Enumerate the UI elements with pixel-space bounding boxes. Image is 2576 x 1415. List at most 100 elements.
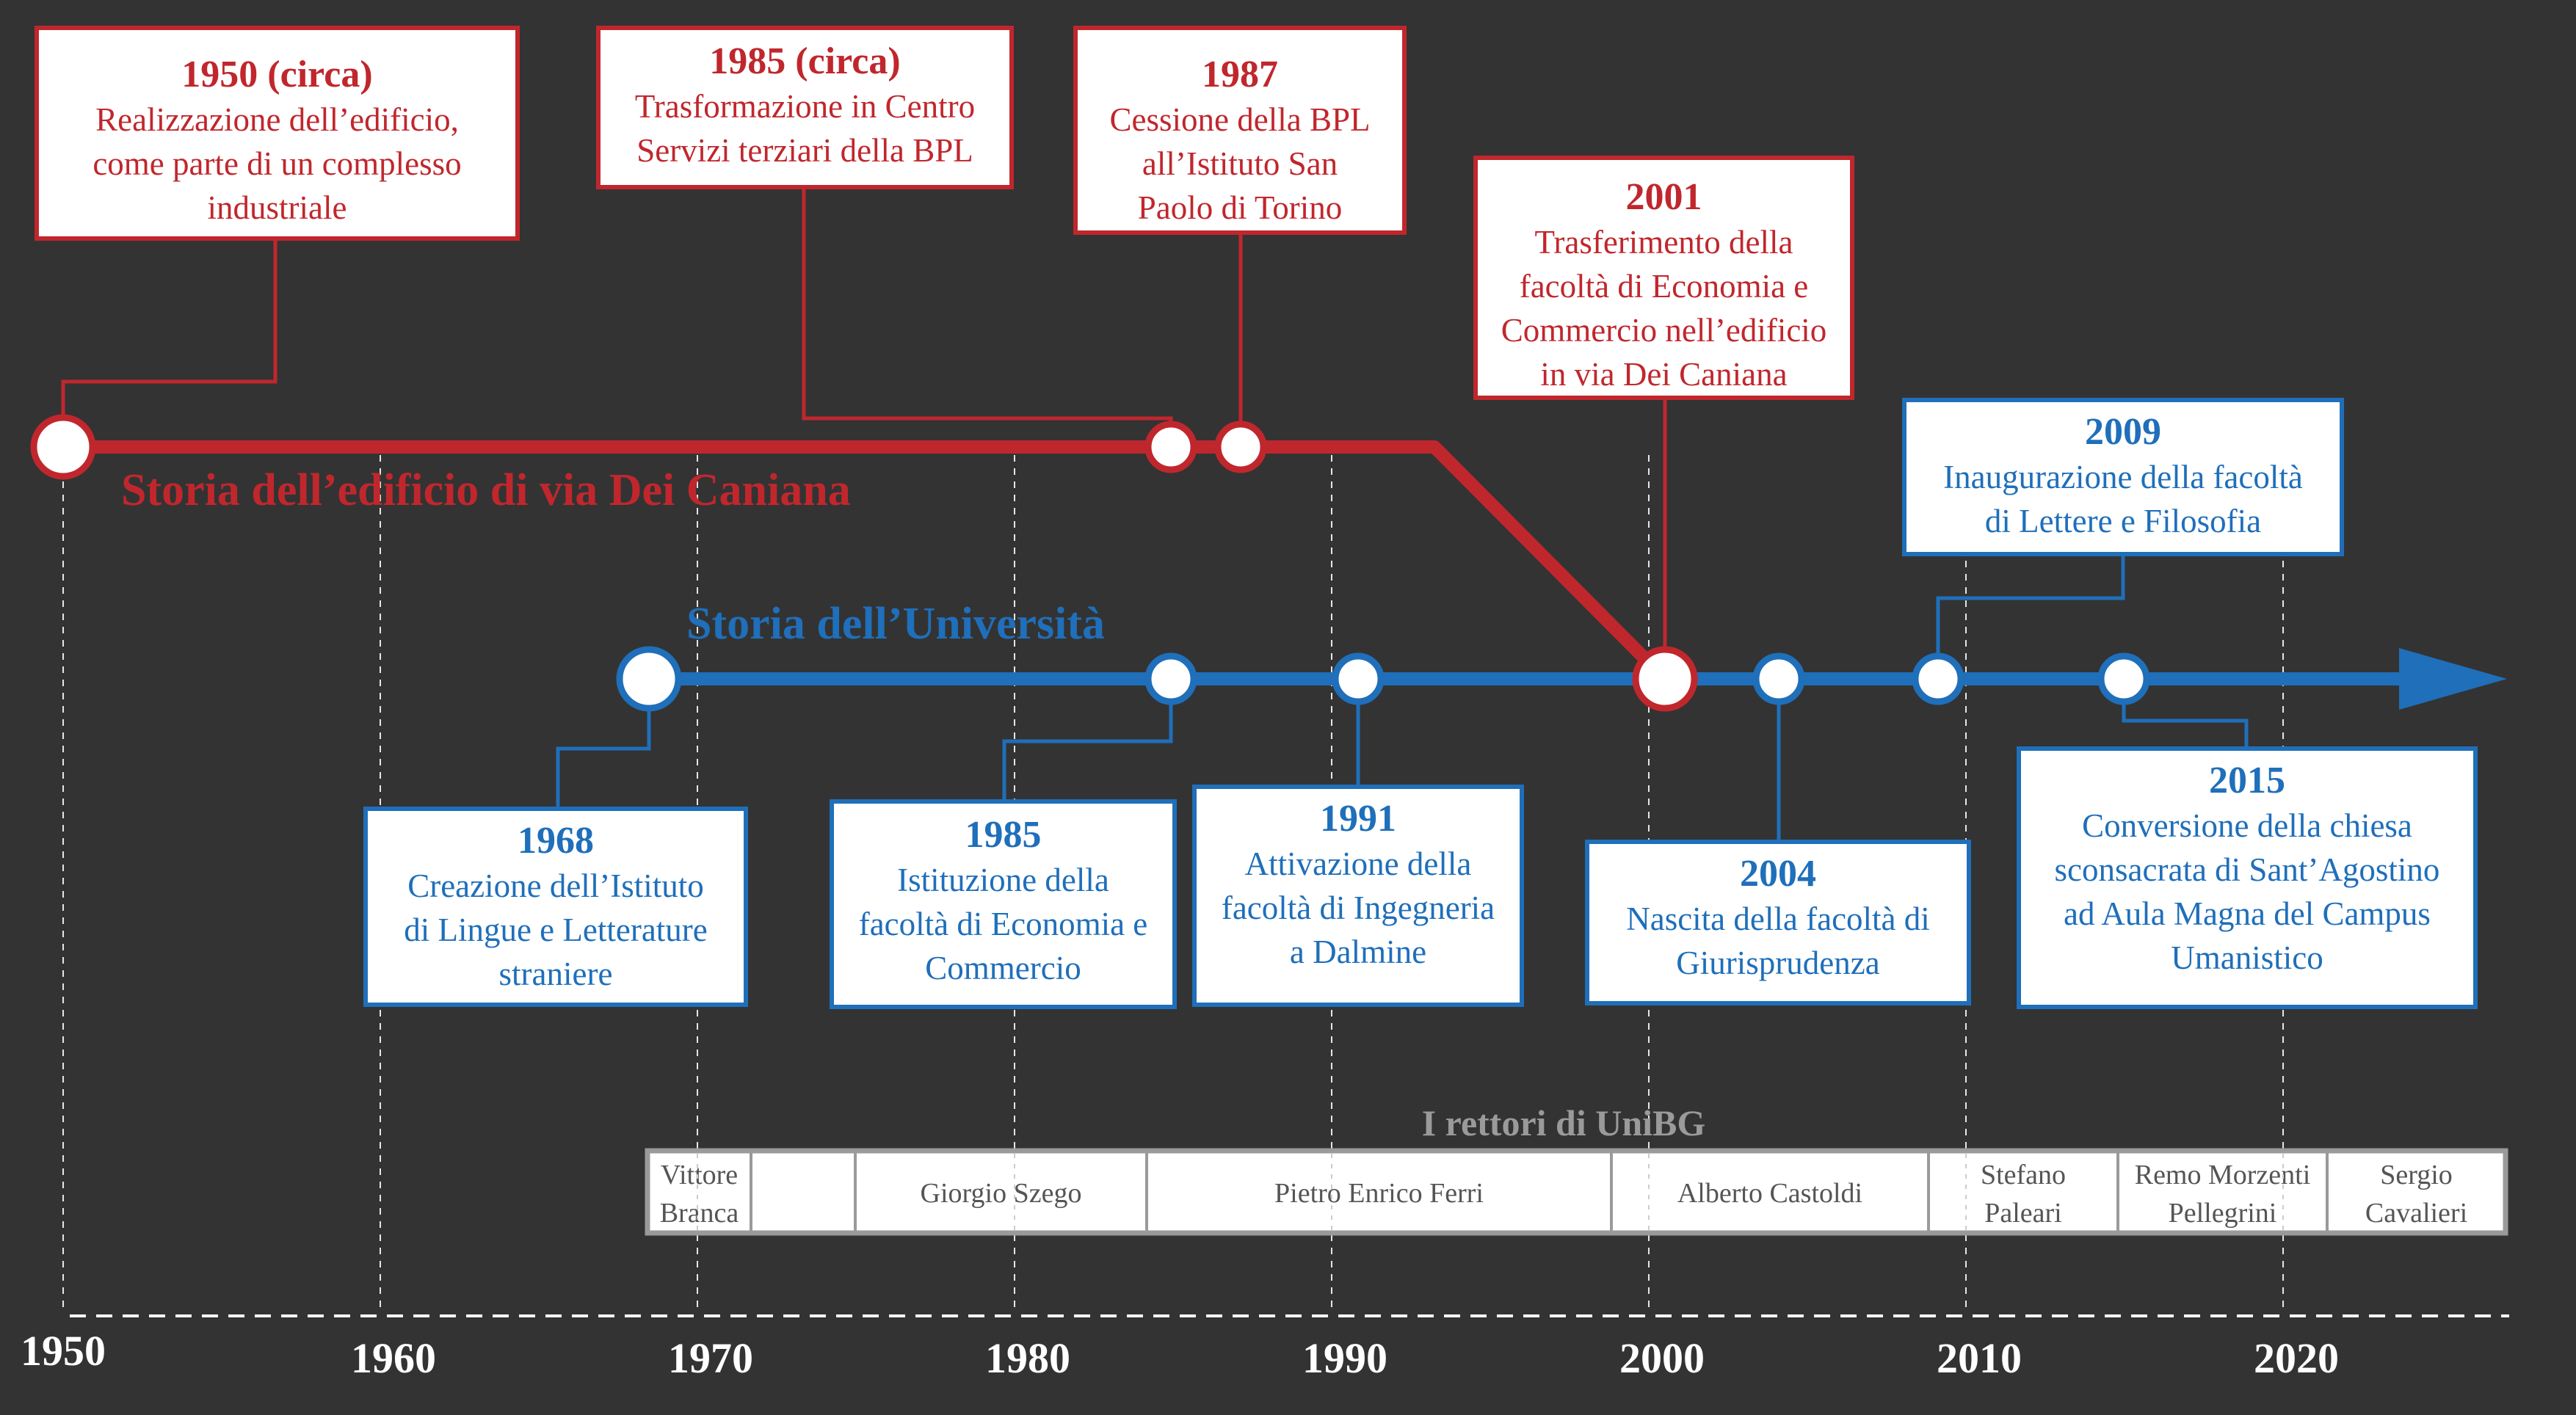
event-description-line: sconsacrata di Sant’Agostino [2055,851,2440,888]
event-box-frame [1902,398,2344,556]
event-description-line: facoltà di Ingegneria [1222,890,1495,926]
event-boxes: 1950 (circa) Realizzazione dell’edificio,… [35,26,2478,1009]
university-node-2015 [2097,652,2150,705]
event-description-line: Istituzione della [897,862,1109,898]
building-event-1: 1950 (circa) Realizzazione dell’edificio,… [35,26,520,241]
rector-name: Cavalieri [2365,1198,2467,1229]
university-event-6: 2015 Conversione della chiesa sconsacrata … [2017,746,2478,1009]
rector-name: Stefano [1981,1160,2066,1190]
axis-year-label: 1980 [985,1334,1070,1382]
event-box-frame [35,26,520,241]
university-event-5: 2009 Inaugurazione della facoltà di Letter… [1902,398,2344,556]
university-node-1985 [1144,652,1197,705]
university-event-1: 1968 Creazione dell’Istituto di Lingue e L… [363,807,748,1007]
university-node-2004 [1752,652,1805,705]
rector-cell: Stefano Paleari [1981,1160,2066,1229]
event-description-line: Conversione della chiesa [2082,807,2412,844]
axis-year-label: 1990 [1302,1334,1387,1382]
event-description-line: Creazione dell’Istituto [407,867,704,904]
university-timeline-arrow [2399,648,2507,710]
building-node-1987 [1214,421,1267,473]
building-event-4: 2001 Trasferimento della facoltà di Econom… [1473,156,1854,400]
event-box-frame [830,799,1177,1009]
axis-year-label: 1950 [21,1327,106,1375]
event-description-line: a Dalmine [1290,934,1426,970]
event-description-line: facoltà di Economia e [1520,268,1809,305]
event-description-line: Realizzazione dell’edificio, [95,101,459,138]
rector-name: Pietro Enrico Ferri [1274,1178,1484,1209]
event-description-line: Trasferimento della [1534,224,1793,261]
event-description-line: ad Aula Magna del Campus [2064,895,2431,932]
event-description-line: in via Dei Caniana [1540,356,1787,393]
year-axis-labels: 1950 1960 1970 1980 1990 2000 2010 2020 [21,1327,2339,1382]
rector-cell: Remo Morzenti Pellegrini [2135,1160,2311,1229]
building-node-1985 [1144,421,1197,473]
building-node-2001 [1632,646,1698,712]
event-description-line: Servizi terziari della BPL [636,132,973,169]
university-event-3: 1991 Attivazione della facoltà di Ingegner… [1192,785,1524,1007]
university-history-title: Storia dell’Università [686,599,1105,649]
event-year: 1991 [1320,798,1396,840]
event-year: 2015 [2209,760,2285,801]
event-box-frame [1073,26,1407,235]
event-description-line: di Lettere e Filosofia [1985,503,2261,539]
axis-year-label: 1960 [351,1334,436,1382]
event-description-line: Nascita della facoltà di [1626,901,1930,937]
rector-name: Vittore [661,1160,738,1190]
rector-name: Remo Morzenti [2135,1160,2311,1190]
building-node-1950 [30,414,96,480]
building-history-title: Storia dell’edificio di via Dei Caniana [121,465,851,515]
event-year: 2004 [1740,853,1816,895]
event-year: 2009 [2085,411,2161,453]
event-year: 2001 [1626,176,1702,218]
university-event-connector [556,679,651,809]
event-year: 1985 [965,814,1042,856]
building-event-2: 1985 (circa) Trasformazione in Centro Serv… [596,26,1014,189]
event-description-line: Giurisprudenza [1676,945,1879,981]
event-description-line: all’Istituto San [1142,145,1338,182]
axis-year-label: 2000 [1619,1334,1705,1382]
building-event-3: 1987 Cessione della BPL all’Istituto San Pa… [1073,26,1407,235]
event-year: 1968 [518,820,594,862]
event-description-line: Trasformazione in Centro [635,88,975,125]
axis-year-label: 2020 [2254,1334,2339,1382]
rectors-table-frame [645,1148,2508,1236]
university-node-2009 [1912,652,1964,705]
event-description-line: Attivazione della [1245,845,1472,882]
rector-name: Alberto Castoldi [1677,1178,1862,1209]
university-node-1991 [1332,652,1385,705]
rector-cell: Sergio Cavalieri [2365,1160,2467,1229]
rectors-table: Vittore Branca Giorgio Szego Pietro Enrico … [645,1148,2508,1236]
event-description-line: Commercio nell’edificio [1501,312,1827,349]
event-box-frame [596,26,1014,189]
rector-name: Sergio [2380,1160,2453,1190]
event-description-line: facoltà di Economia e [859,906,1148,942]
event-description-line: Paolo di Torino [1138,189,1343,226]
university-event-4: 2004 Nascita della facoltà di Giurispruden… [1585,840,1971,1005]
event-box-frame [1192,785,1524,1007]
university-event-connector [1936,554,2125,679]
event-description-line: Umanistico [2171,939,2323,976]
rector-cell: Vittore Branca [660,1160,739,1229]
event-description-line: industriale [208,189,347,226]
event-description-line: Inaugurazione della facoltà [1943,459,2303,495]
event-year: 1950 (circa) [181,54,372,95]
rectors-title: I rettori di UniBG [1422,1102,1706,1143]
rector-name: Pellegrini [2169,1198,2277,1229]
event-box-frame [2017,746,2478,1009]
timeline-nodes [30,414,2150,712]
university-event-2: 1985 Istituzione della facoltà di Economia… [830,799,1177,1009]
university-node-1968 [616,646,682,712]
event-box-frame [363,807,748,1007]
rector-cell: Alberto Castoldi [1677,1178,1862,1209]
rector-name: Giorgio Szego [921,1178,1082,1209]
rector-name: Branca [660,1198,739,1229]
event-box-frame [1473,156,1854,400]
event-description-line: straniere [499,956,613,992]
event-description-line: di Lingue e Letterature [404,912,708,948]
event-description-line: come parte di un complesso [92,145,461,182]
rector-cell: Pietro Enrico Ferri [1274,1178,1484,1209]
event-year: 1985 (circa) [709,40,900,82]
building-timeline-line [63,440,1670,684]
